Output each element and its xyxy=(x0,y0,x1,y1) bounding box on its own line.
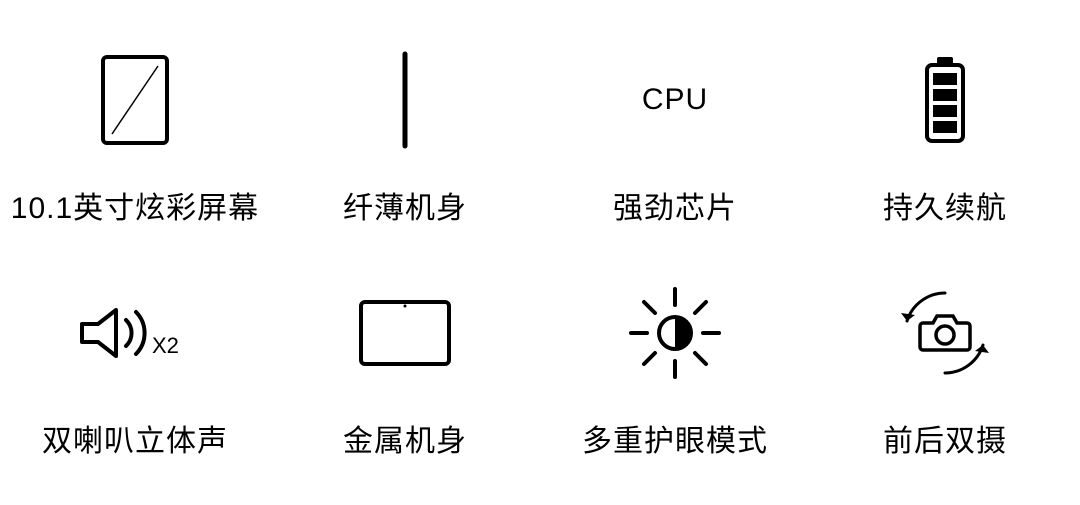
camera-switch-icon xyxy=(895,278,995,388)
tablet-icon xyxy=(100,45,170,155)
feature-label: 金属机身 xyxy=(343,416,467,460)
feature-label: 多重护眼模式 xyxy=(582,416,768,460)
brightness-icon xyxy=(625,278,725,388)
feature-row-1: 10.1英寸炫彩屏幕 纤薄机身 CPU 强劲芯片 持久续航 xyxy=(0,45,1080,227)
feature-label: 前后双摄 xyxy=(883,416,1007,460)
feature-camera: 前后双摄 xyxy=(810,278,1080,460)
speaker-icon: X2 xyxy=(70,278,200,388)
feature-slim: 纤薄机身 xyxy=(270,45,540,227)
feature-eye-protect: 多重护眼模式 xyxy=(540,278,810,460)
feature-row-2: X2 双喇叭立体声 金属机身 xyxy=(0,278,1080,460)
battery-icon xyxy=(921,45,969,155)
feature-label: 10.1英寸炫彩屏幕 xyxy=(11,183,259,227)
feature-label: 持久续航 xyxy=(883,183,1007,227)
feature-speaker: X2 双喇叭立体声 xyxy=(0,278,270,460)
feature-metal: 金属机身 xyxy=(270,278,540,460)
feature-label: 强劲芯片 xyxy=(613,183,737,227)
feature-label: 双喇叭立体声 xyxy=(42,416,228,460)
feature-battery: 持久续航 xyxy=(810,45,1080,227)
metal-body-icon xyxy=(357,278,453,388)
feature-screen: 10.1英寸炫彩屏幕 xyxy=(0,45,270,227)
slim-icon xyxy=(395,45,415,155)
feature-label: 纤薄机身 xyxy=(343,183,467,227)
cpu-icon: CPU xyxy=(642,45,708,155)
feature-cpu: CPU 强劲芯片 xyxy=(540,45,810,227)
cpu-text: CPU xyxy=(642,83,708,117)
speaker-x2-text: X2 xyxy=(152,333,179,358)
